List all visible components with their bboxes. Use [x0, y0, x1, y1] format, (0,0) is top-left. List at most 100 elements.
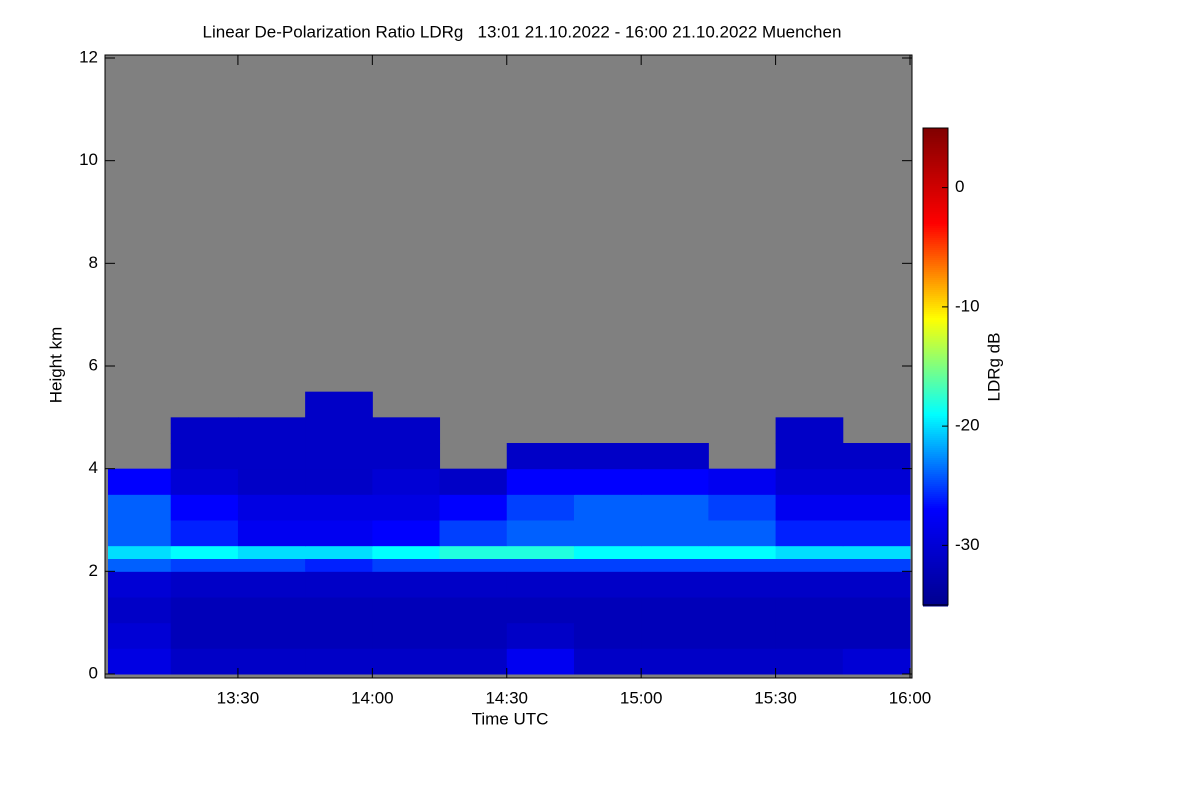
colorbar-swatch: [923, 490, 948, 493]
colorbar-swatch: [923, 600, 948, 603]
heatmap-cell: [305, 443, 373, 470]
colorbar-swatch: [923, 324, 948, 327]
y-tick-label: 4: [89, 458, 98, 477]
colorbar-swatch: [923, 462, 948, 465]
colorbar-swatch: [923, 136, 948, 139]
colorbar-swatch: [923, 222, 948, 225]
heatmap-cell: [641, 520, 709, 547]
heatmap-cell: [708, 622, 777, 649]
colorbar-swatch: [923, 156, 948, 159]
heatmap-cell: [108, 597, 172, 624]
heatmap-cell: [842, 622, 911, 649]
colorbar-swatch: [923, 340, 948, 343]
colorbar-swatch: [923, 166, 948, 169]
colorbar-swatch: [923, 500, 948, 503]
colorbar-swatch: [923, 140, 948, 143]
colorbar-swatch: [923, 274, 948, 277]
heatmap-cell: [506, 494, 575, 521]
heatmap-cell: [573, 558, 642, 572]
colorbar-swatch: [923, 270, 948, 273]
colorbar-swatch: [923, 358, 948, 361]
heatmap-cell: [641, 622, 709, 649]
colorbar-swatch: [923, 588, 948, 591]
heatmap-cell: [506, 597, 575, 624]
heatmap-cell: [842, 597, 911, 624]
heatmap-cell: [305, 391, 373, 418]
heatmap-cell: [305, 494, 373, 521]
colorbar-swatch: [923, 154, 948, 157]
heatmap-cell: [573, 520, 642, 547]
colorbar-swatch: [923, 168, 948, 171]
colorbar-swatch: [923, 520, 948, 523]
colorbar-swatch: [923, 138, 948, 141]
colorbar-swatch: [923, 364, 948, 367]
colorbar-swatch: [923, 510, 948, 513]
colorbar-swatch: [923, 568, 948, 571]
colorbar-swatch: [923, 238, 948, 241]
heatmap-cell: [573, 545, 642, 559]
colorbar-swatch: [923, 318, 948, 321]
colorbar-swatch: [923, 218, 948, 221]
heatmap-cell: [305, 558, 373, 572]
colorbar-swatch: [923, 284, 948, 287]
heatmap-cell: [641, 443, 709, 470]
colorbar-swatch: [923, 512, 948, 515]
heatmap-cell: [708, 571, 777, 598]
colorbar-swatch: [923, 602, 948, 605]
colorbar-swatch: [923, 456, 948, 459]
chart-title: Linear De-Polarization Ratio LDRg 13:01 …: [203, 22, 842, 41]
colorbar-swatch: [923, 506, 948, 509]
colorbar-swatch: [923, 212, 948, 215]
heatmap-cell: [708, 648, 777, 675]
colorbar-swatch: [923, 480, 948, 483]
heatmap-cell: [775, 622, 844, 649]
heatmap-cell: [775, 571, 844, 598]
colorbar-swatch: [923, 216, 948, 219]
y-tick-label: 10: [79, 150, 98, 169]
heatmap-cell: [573, 648, 642, 675]
colorbar-swatch: [923, 466, 948, 469]
colorbar-swatch: [923, 224, 948, 227]
colorbar-swatch: [923, 586, 948, 589]
y-tick-label: 12: [79, 47, 98, 66]
colorbar-swatch: [923, 426, 948, 429]
colorbar-swatch: [923, 322, 948, 325]
colorbar-swatch: [923, 288, 948, 291]
heatmap-cell: [170, 622, 239, 649]
heatmap-cell: [506, 520, 575, 547]
colorbar-swatch: [923, 406, 948, 409]
colorbar-swatch: [923, 498, 948, 501]
colorbar-swatch: [923, 338, 948, 341]
heatmap-cell: [108, 571, 172, 598]
heatmap-cell: [506, 558, 575, 572]
heatmap-cell: [708, 494, 777, 521]
colorbar-swatch: [923, 150, 948, 153]
colorbar-swatch: [923, 372, 948, 375]
colorbar-swatch: [923, 560, 948, 563]
colorbar-swatch: [923, 438, 948, 441]
colorbar-swatch: [923, 390, 948, 393]
colorbar-swatch: [923, 562, 948, 565]
heatmap-cell: [708, 545, 777, 559]
heatmap-cell: [170, 558, 239, 572]
colorbar-swatch: [923, 158, 948, 161]
colorbar-swatch: [923, 428, 948, 431]
colorbar-swatch: [923, 262, 948, 265]
heatmap-cell: [573, 443, 642, 470]
x-tick-label: 15:30: [754, 688, 797, 707]
colorbar-swatch: [923, 266, 948, 269]
heatmap-cell: [641, 648, 709, 675]
heatmap-cell: [237, 494, 306, 521]
heatmap-cell: [775, 545, 844, 559]
heatmap-cell: [237, 468, 306, 495]
colorbar-swatch: [923, 354, 948, 357]
colorbar-swatch: [923, 404, 948, 407]
colorbar-swatch: [923, 246, 948, 249]
x-tick-label: 14:30: [485, 688, 528, 707]
colorbar-swatch: [923, 200, 948, 203]
heatmap-cell: [573, 622, 642, 649]
heatmap-cell: [170, 443, 239, 470]
heatmap-cell: [170, 648, 239, 675]
colorbar-swatch: [923, 528, 948, 531]
